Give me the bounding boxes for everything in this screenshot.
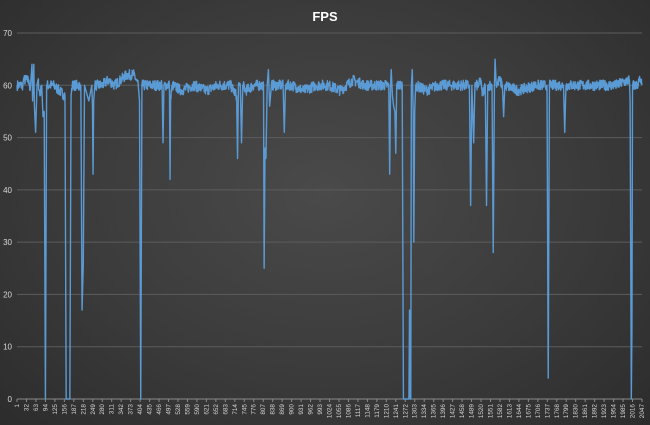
x-tick-label: 1055	[336, 404, 343, 419]
series-layer	[16, 58, 643, 400]
x-tick-label: 497	[166, 404, 173, 415]
x-tick-label: 1706	[535, 404, 542, 419]
y-tick-label: 40	[3, 186, 12, 195]
x-tick-label: 745	[241, 404, 248, 415]
x-tick-label: 1861	[582, 404, 589, 419]
x-tick-label: 1458	[459, 404, 466, 419]
x-tick-label: 156	[61, 404, 68, 415]
x-tick-label: 466	[156, 404, 163, 415]
x-tick-label: 1210	[383, 404, 390, 419]
x-tick-label: 1644	[516, 404, 523, 419]
x-tick-label: 1737	[544, 404, 551, 419]
y-tick-label: 20	[3, 290, 12, 299]
x-tick-label: 1954	[611, 404, 618, 419]
x-tick-label: 1179	[374, 404, 381, 418]
y-tick-label: 50	[3, 134, 12, 143]
x-tick-label: 94	[42, 404, 49, 412]
x-tick-label: 63	[33, 404, 40, 412]
fps-series-line	[16, 58, 643, 400]
x-tick-label: 1613	[506, 404, 513, 419]
x-tick-label: 900	[289, 404, 296, 415]
x-tick-label: 1551	[487, 404, 494, 419]
x-tick-label: 528	[175, 404, 182, 415]
x-tick-label: 1117	[355, 404, 362, 418]
x-tick-label: 776	[251, 404, 258, 415]
x-tick-label: 342	[118, 404, 125, 415]
y-tick-label: 60	[3, 81, 12, 90]
x-tick-label: 1024	[327, 404, 334, 419]
y-tick-label: 0	[8, 395, 13, 404]
x-tick-label: 993	[317, 404, 324, 415]
x-tick-label: 962	[308, 404, 315, 415]
x-tick-label: 1985	[620, 404, 627, 419]
x-tick-label: 249	[90, 404, 97, 415]
x-tick-label: 652	[213, 404, 220, 415]
y-tick-label: 10	[3, 343, 12, 352]
x-tick-label: 931	[298, 404, 305, 415]
x-tick-label: 1365	[431, 404, 438, 419]
x-axis-ticks: 1 32 63 94 125 156 187 218 249 280 311 342 373 404 435…	[14, 399, 646, 418]
x-tick-label: 1148	[364, 404, 371, 418]
x-tick-label: 1303	[412, 404, 419, 419]
x-tick-label: 1241	[393, 404, 400, 419]
x-tick-label: 1489	[469, 404, 476, 419]
x-tick-label: 1892	[592, 404, 599, 419]
x-tick-label: 1582	[497, 404, 504, 419]
x-tick-label: 838	[270, 404, 277, 415]
x-tick-label: 311	[109, 404, 116, 415]
x-tick-label: 807	[260, 404, 267, 415]
x-tick-label: 404	[137, 404, 144, 415]
x-tick-label: 1334	[421, 404, 428, 419]
x-tick-label: 1675	[525, 404, 532, 419]
x-tick-label: 1272	[402, 404, 409, 419]
y-axis-ticks: 0 10 20 30 40 50 60 70	[3, 29, 12, 404]
x-tick-label: 714	[232, 404, 239, 415]
x-tick-label: 32	[23, 404, 30, 412]
x-tick-label: 187	[71, 404, 78, 415]
x-tick-label: 280	[99, 404, 106, 415]
y-tick-label: 70	[3, 29, 12, 38]
x-tick-label: 1923	[601, 404, 608, 419]
x-tick-label: 1799	[563, 404, 570, 419]
y-tick-label: 30	[3, 238, 12, 247]
x-tick-label: 125	[52, 404, 59, 415]
x-tick-label: 1396	[440, 404, 447, 419]
x-tick-label: 683	[222, 404, 229, 415]
x-tick-label: 1427	[450, 404, 457, 419]
x-tick-label: 559	[184, 404, 191, 415]
x-tick-label: 373	[128, 404, 135, 415]
x-tick-label: 435	[147, 404, 154, 415]
x-tick-label: 621	[203, 404, 210, 415]
x-tick-label: 1830	[573, 404, 580, 419]
x-tick-label: 218	[80, 404, 87, 415]
x-tick-label: 2047	[639, 404, 646, 419]
x-tick-label: 1768	[554, 404, 561, 419]
x-tick-label: 1	[14, 404, 21, 408]
x-tick-label: 1520	[478, 404, 485, 419]
x-tick-label: 2016	[630, 404, 637, 419]
x-tick-label: 869	[279, 404, 286, 415]
x-tick-label: 1086	[345, 404, 352, 419]
chart-title: FPS	[312, 9, 338, 24]
x-tick-label: 590	[194, 404, 201, 415]
